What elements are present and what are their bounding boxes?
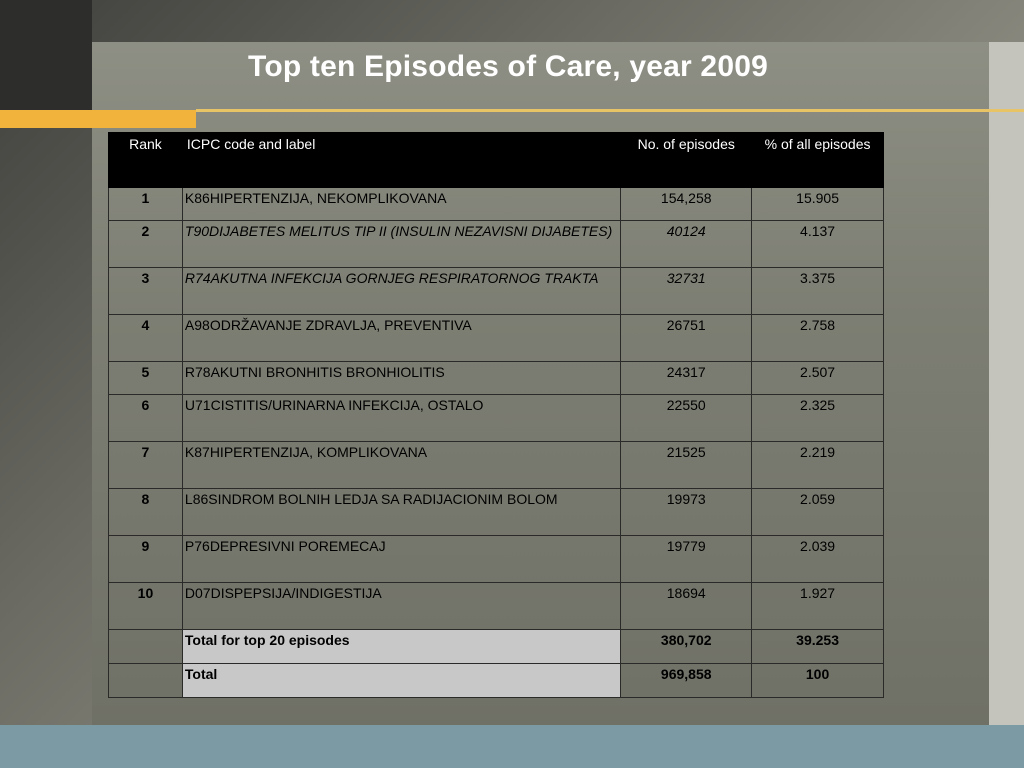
row-rank: 5 (108, 361, 183, 395)
row-label: T90DIJABETES MELITUS TIP II (INSULIN NEZ… (181, 220, 622, 268)
row-episodes: 32731 (620, 267, 753, 315)
table-row: 5 R78AKUTNI BRONHITIS BRONHIOLITIS 24317 2.… (108, 361, 884, 395)
total-rank-empty (108, 663, 183, 698)
table-row: 9 P76DEPRESIVNI POREMECAJ 19779 2.039 (108, 535, 884, 583)
total-episodes: 380,702 (620, 629, 753, 664)
total-label: Total (181, 663, 622, 698)
row-rank: 7 (108, 441, 183, 489)
header-percent: % of all episodes (751, 132, 884, 188)
slide-title: Top ten Episodes of Care, year 2009 (248, 50, 768, 83)
row-label: P76DEPRESIVNI POREMECAJ (181, 535, 622, 583)
table-row: 1 K86HIPERTENZIJA, NEKOMPLIKOVANA 154,258 1… (108, 187, 884, 221)
table-total-row: Total 969,858 100 (108, 663, 884, 698)
accent-bar (0, 110, 196, 128)
table-row: 8 L86SINDROM BOLNIH LEDJA SA RADIJACIONIM… (108, 488, 884, 536)
table-row: 7 K87HIPERTENZIJA, KOMPLIKOVANA 21525 2.219 (108, 441, 884, 489)
row-rank: 2 (108, 220, 183, 268)
row-percent: 4.137 (751, 220, 884, 268)
row-percent: 2.758 (751, 314, 884, 362)
row-episodes: 22550 (620, 394, 753, 442)
table-header-row: Rank ICPC code and label No. of episodes… (108, 132, 884, 188)
row-label: K87HIPERTENZIJA, KOMPLIKOVANA (181, 441, 622, 489)
total-percent: 39.253 (751, 629, 884, 664)
table-row: 2 T90DIJABETES MELITUS TIP II (INSULIN NE… (108, 220, 884, 268)
row-rank: 6 (108, 394, 183, 442)
title-underline (196, 109, 1024, 112)
row-percent: 2.219 (751, 441, 884, 489)
row-episodes: 19973 (620, 488, 753, 536)
row-label: R78AKUTNI BRONHITIS BRONHIOLITIS (181, 361, 622, 395)
row-rank: 10 (108, 582, 183, 630)
row-percent: 2.059 (751, 488, 884, 536)
header-episodes: No. of episodes (620, 132, 753, 188)
row-episodes: 40124 (620, 220, 753, 268)
row-percent: 15.905 (751, 187, 884, 221)
row-rank: 4 (108, 314, 183, 362)
row-episodes: 24317 (620, 361, 753, 395)
dark-corner-block (0, 0, 92, 110)
episodes-table: Rank ICPC code and label No. of episodes… (108, 132, 884, 698)
row-label: K86HIPERTENZIJA, NEKOMPLIKOVANA (181, 187, 622, 221)
right-strip (989, 42, 1024, 746)
row-label: D07DISPEPSIJA/INDIGESTIJA (181, 582, 622, 630)
header-rank: Rank (108, 132, 183, 188)
row-percent: 3.375 (751, 267, 884, 315)
total-episodes: 969,858 (620, 663, 753, 698)
row-rank: 3 (108, 267, 183, 315)
header-icpc: ICPC code and label (181, 132, 622, 188)
row-episodes: 26751 (620, 314, 753, 362)
row-label: R74AKUTNA INFEKCIJA GORNJEG RESPIRATORNO… (181, 267, 622, 315)
row-label: A98ODRŽAVANJE ZDRAVLJA, PREVENTIVA (181, 314, 622, 362)
total-label: Total for top 20 episodes (181, 629, 622, 664)
row-percent: 2.039 (751, 535, 884, 583)
row-rank: 9 (108, 535, 183, 583)
table-total-row: Total for top 20 episodes 380,702 39.253 (108, 629, 884, 664)
table-row: 6 U71CISTITIS/URINARNA INFEKCIJA, OSTALO 2… (108, 394, 884, 442)
bottom-band (0, 725, 1024, 768)
row-percent: 2.507 (751, 361, 884, 395)
row-label: U71CISTITIS/URINARNA INFEKCIJA, OSTALO (181, 394, 622, 442)
table-row: 3 R74AKUTNA INFEKCIJA GORNJEG RESPIRATORN… (108, 267, 884, 315)
total-percent: 100 (751, 663, 884, 698)
row-percent: 1.927 (751, 582, 884, 630)
row-rank: 8 (108, 488, 183, 536)
total-rank-empty (108, 629, 183, 664)
row-episodes: 18694 (620, 582, 753, 630)
row-episodes: 154,258 (620, 187, 753, 221)
row-percent: 2.325 (751, 394, 884, 442)
row-episodes: 21525 (620, 441, 753, 489)
row-label: L86SINDROM BOLNIH LEDJA SA RADIJACIONIM … (181, 488, 622, 536)
row-rank: 1 (108, 187, 183, 221)
table-row: 10 D07DISPEPSIJA/INDIGESTIJA 18694 1.927 (108, 582, 884, 630)
row-episodes: 19779 (620, 535, 753, 583)
table-row: 4 A98ODRŽAVANJE ZDRAVLJA, PREVENTIVA 26751… (108, 314, 884, 362)
